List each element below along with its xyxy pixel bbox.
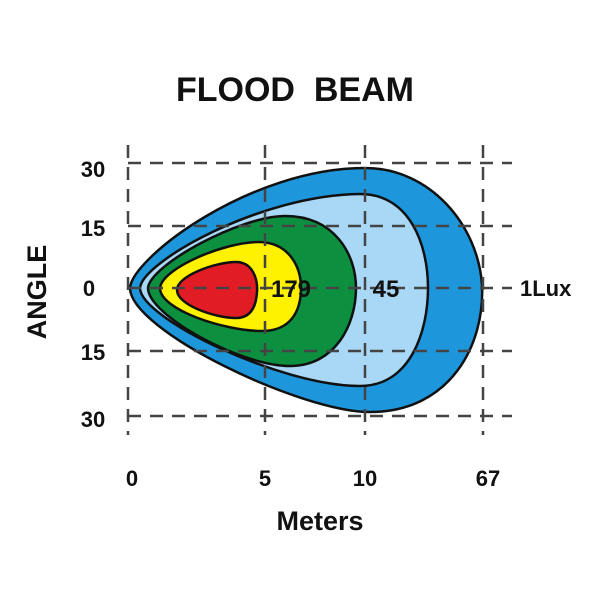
zone-label-179: 179 [271,276,311,303]
y-tick: 0 [83,276,95,301]
x-tick: 0 [126,466,138,491]
x-tick: 67 [476,466,500,491]
y-axis-label: ANGLE [22,245,52,340]
zone-label-1lux: 1Lux [520,276,572,301]
diagram-title: FLOOD BEAM [176,71,414,109]
zone-label-45: 45 [373,276,400,303]
y-tick: 15 [81,216,105,241]
y-tick: 30 [81,407,105,432]
zone-red [175,260,259,320]
x-tick: 10 [353,466,377,491]
grid [126,145,512,435]
y-tick: 15 [81,340,105,365]
x-axis-label: Meters [276,506,363,536]
x-tick: 5 [259,466,271,491]
y-tick: 30 [81,157,105,182]
